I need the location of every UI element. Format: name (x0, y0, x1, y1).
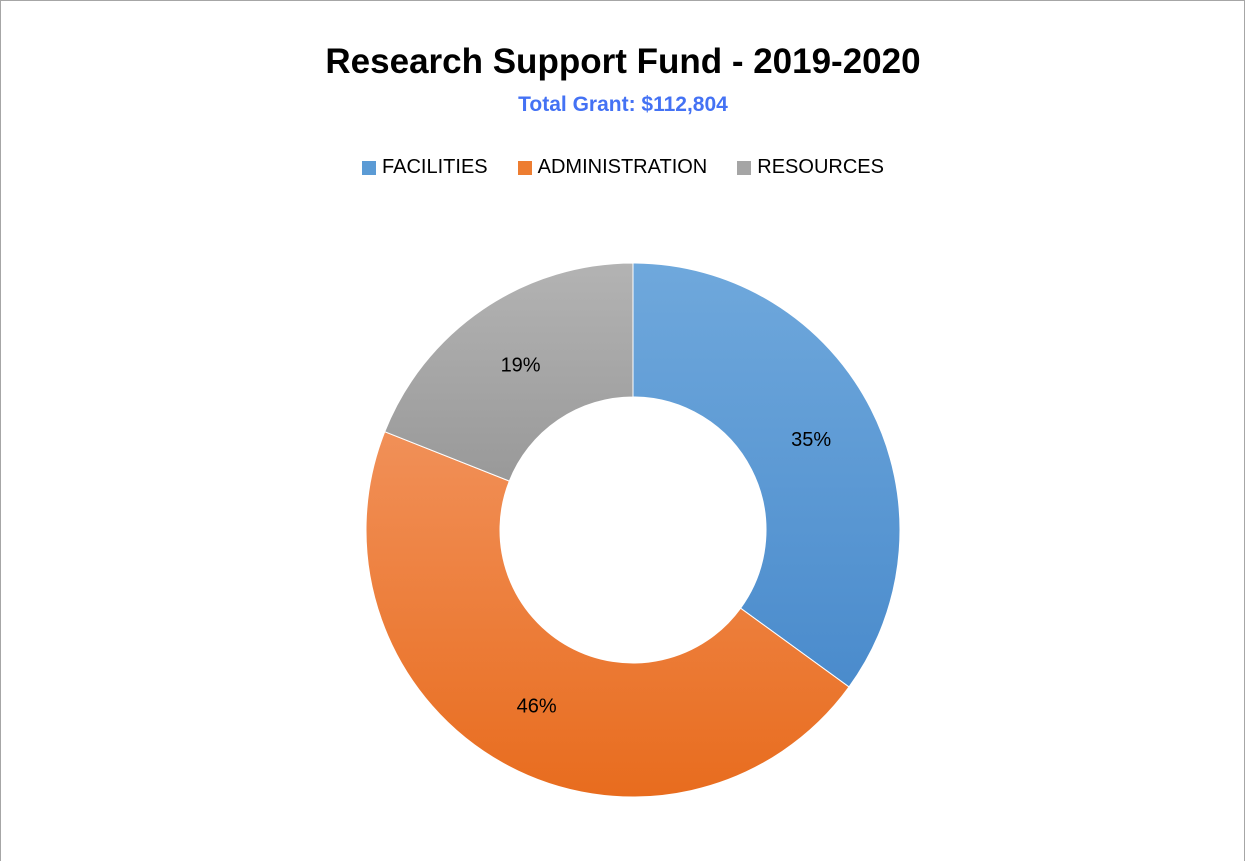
legend-label-resources: RESOURCES (757, 156, 884, 178)
data-label-facilities: 35% (791, 429, 831, 451)
legend-item-facilities: FACILITIES (362, 156, 488, 179)
chart-legend: FACILITIES ADMINISTRATION RESOURCES (0, 156, 1246, 179)
slice-resources (384, 262, 634, 482)
legend-item-resources: RESOURCES (737, 156, 884, 179)
legend-label-administration: ADMINISTRATION (537, 156, 708, 178)
legend-swatch-resources (737, 160, 752, 175)
legend-item-administration: ADMINISTRATION (517, 156, 708, 179)
legend-swatch-facilities (362, 160, 377, 175)
chart-title: Research Support Fund - 2019-2020 (325, 42, 921, 81)
data-label-administration: 46% (517, 695, 557, 717)
doughnut-slices (365, 262, 901, 798)
data-label-resources: 19% (501, 355, 541, 377)
legend-label-facilities: FACILITIES (382, 156, 488, 178)
slice-facilities (632, 262, 901, 688)
chart-subtitle: Total Grant: $112,804 (518, 93, 728, 116)
doughnut-labels: 35% 46% 19% (501, 355, 832, 718)
slice-administration (365, 431, 850, 798)
legend-swatch-administration (517, 160, 532, 175)
